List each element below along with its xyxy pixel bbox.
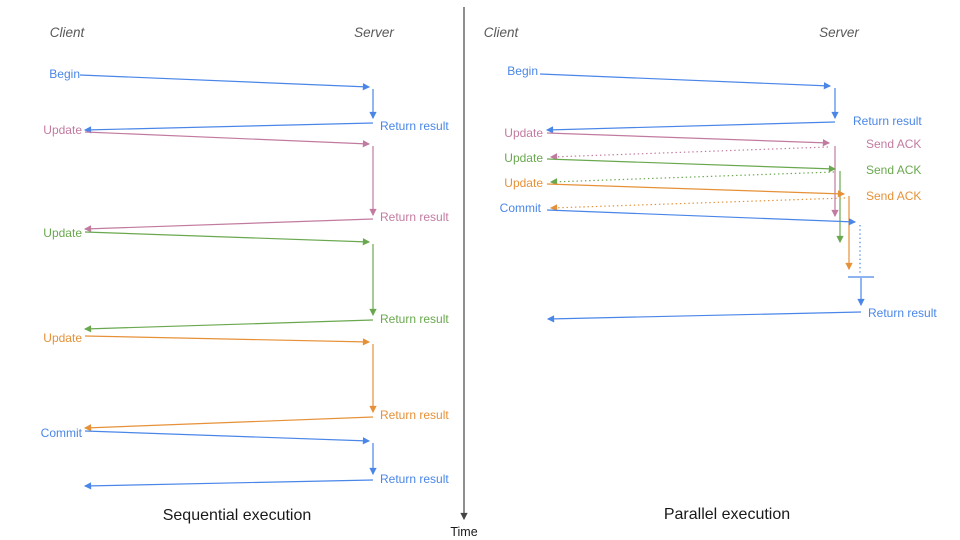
par-ack-update3: Send ACK — [866, 189, 921, 203]
seq-call-begin: Begin — [49, 67, 80, 81]
par-begin-return — [545, 121, 836, 134]
seq-call-update3: Update — [43, 331, 82, 345]
par-commit-send — [546, 209, 857, 226]
par-call-update2: Update — [504, 151, 543, 165]
par-server-header: Server — [819, 25, 859, 40]
seq-update3-send — [84, 335, 371, 346]
par-begin-send — [539, 73, 832, 90]
seq-result-commit: Return result — [380, 472, 449, 486]
par-client-header: Client — [484, 25, 520, 40]
par-call-commit: Commit — [500, 201, 542, 215]
seq-caption: Sequential execution — [163, 507, 312, 524]
seq-update1-return — [83, 218, 374, 233]
time-label: Time — [450, 525, 477, 539]
par-update2-ack — [549, 171, 835, 186]
par-ack-update1: Send ACK — [866, 137, 921, 151]
seq-update2-send — [84, 231, 371, 246]
seq-call-update1: Update — [43, 123, 82, 137]
par-ack-update2: Send ACK — [866, 163, 921, 177]
seq-server-header: Server — [354, 25, 394, 40]
seq-result-update1: Return result — [380, 210, 449, 224]
seq-begin-return — [83, 122, 374, 134]
seq-call-commit: Commit — [41, 426, 83, 440]
par-update3-send — [546, 183, 846, 198]
par-update3-ack — [549, 197, 846, 212]
par-update1-ack — [549, 146, 829, 161]
seq-result-begin: Return result — [380, 119, 449, 133]
par-commit-return — [546, 311, 862, 323]
par-call-begin: Begin — [507, 64, 538, 78]
seq-update2-return — [83, 319, 374, 333]
par-result-commit: Return result — [868, 306, 937, 320]
par-update1-send — [546, 132, 831, 147]
par-caption: Parallel execution — [664, 506, 790, 523]
par-call-update1: Update — [504, 126, 543, 140]
par-result-begin: Return result — [853, 114, 922, 128]
seq-update3-return — [83, 416, 374, 432]
par-call-update3: Update — [504, 176, 543, 190]
seq-result-update3: Return result — [380, 408, 449, 422]
seq-call-update2: Update — [43, 226, 82, 240]
seq-result-update2: Return result — [380, 312, 449, 326]
seq-commit-send — [84, 430, 371, 445]
seq-begin-send — [79, 74, 371, 91]
seq-commit-return — [83, 479, 374, 490]
seq-update1-send — [84, 131, 371, 148]
par-update2-send — [546, 158, 837, 173]
seq-client-header: Client — [50, 25, 86, 40]
